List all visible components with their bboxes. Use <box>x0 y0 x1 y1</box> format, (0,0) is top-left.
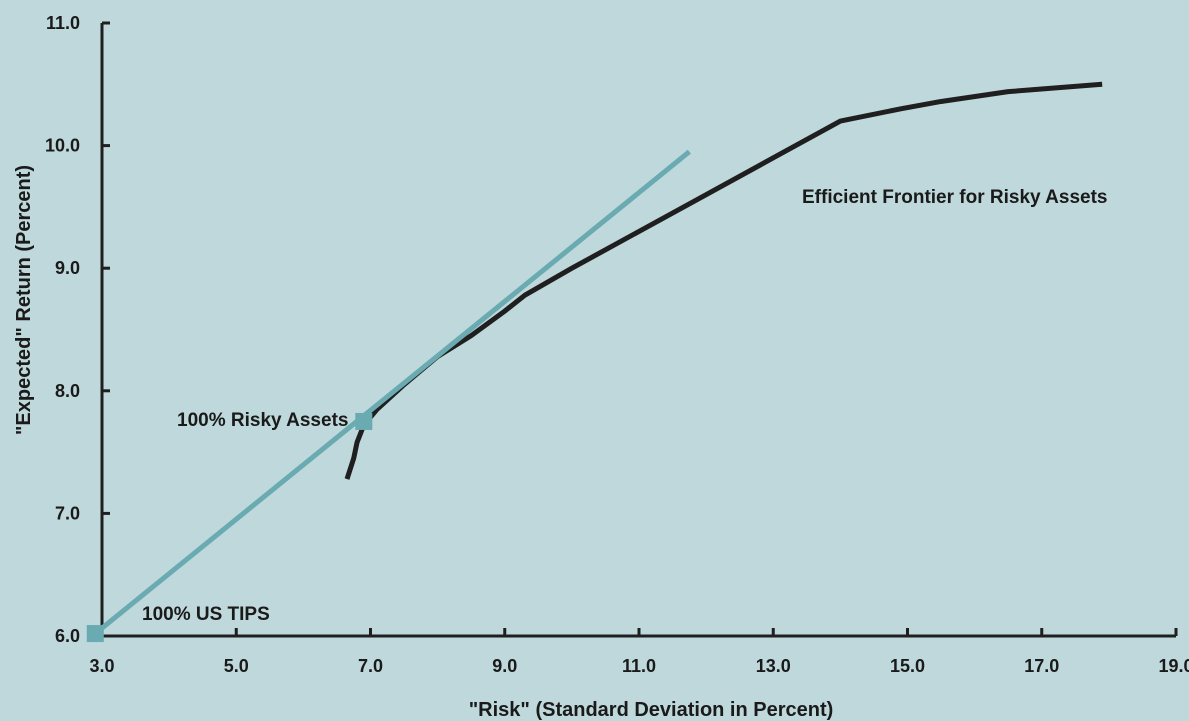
x-tick-label: 9.0 <box>492 656 517 676</box>
y-tick-label: 10.0 <box>45 136 80 156</box>
y-tick-label: 8.0 <box>55 381 80 401</box>
x-tick-label: 19.0 <box>1158 656 1189 676</box>
y-tick-label: 7.0 <box>55 503 80 523</box>
allocation-line <box>93 149 691 636</box>
x-axis-title: "Risk" (Standard Deviation in Percent) <box>469 699 834 721</box>
annotation-us-tips: 100% US TIPS <box>142 604 270 625</box>
x-tick-label: 3.0 <box>89 656 114 676</box>
x-tick-label: 15.0 <box>890 656 925 676</box>
annotation-risky-assets: 100% Risky Assets <box>177 410 348 431</box>
series-layer <box>86 81 1103 643</box>
x-tick-label: 5.0 <box>224 656 249 676</box>
tick-labels: 3.0 5.0 7.0 9.0 11.0 13.0 15.0 17.0 19.0 6.0 7.0 8.… <box>45 13 1189 676</box>
annotation-frontier: Efficient Frontier for Risky Assets <box>802 187 1107 208</box>
x-tick-label: 17.0 <box>1024 656 1059 676</box>
x-tick-label: 7.0 <box>358 656 383 676</box>
y-tick-label: 11.0 <box>46 13 80 33</box>
y-tick-label: 6.0 <box>55 626 80 646</box>
marker-us-tips <box>86 625 104 643</box>
x-tick-label: 11.0 <box>622 656 656 676</box>
y-tick-label: 9.0 <box>55 258 80 278</box>
y-axis-title: "Expected" Return (Percent) <box>13 165 35 435</box>
marker-risky-assets <box>355 412 373 430</box>
x-tick-label: 13.0 <box>756 656 791 676</box>
